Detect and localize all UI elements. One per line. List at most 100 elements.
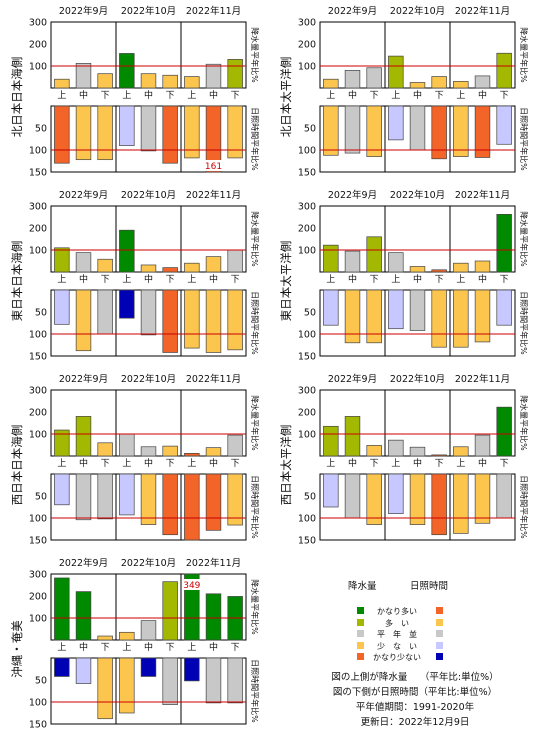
dekad-label: 下 [101,91,110,101]
sunshine-tick-label: 100 [298,514,316,525]
sunshine-bar [75,657,92,684]
dekad-label: 中 [478,89,487,101]
sunshine-bar [344,473,361,519]
legend-header-precip: 降水量 [348,581,377,592]
sunshine-bar [205,473,222,531]
month-label: 2022年11月 [455,189,510,201]
sunshine-tick-label: 150 [298,168,316,179]
precip-bar [162,581,178,641]
panel-0: 2022年9月 2022年10月 2022年11月 100 200 300 上 中 下 上 中 下 上 中… [10,5,260,179]
dekad-label: 上 [57,274,66,285]
precip-bar [431,76,447,89]
sunshine-bar [388,289,404,330]
sunshine-tick-label: 100 [298,146,316,157]
sunshine-bar [227,105,243,159]
value-label: 349 [183,581,200,591]
sunshine-bar [140,289,157,336]
sunshine-bar [388,105,404,141]
sunshine-tick-label: 150 [298,536,316,547]
precip-tick-label: 300 [29,18,47,29]
legend-label: かなり少ない [373,653,421,662]
sunshine-bar [227,289,243,351]
precip-bar [344,416,361,457]
sunshine-tick-label: 50 [304,308,316,319]
sunshine-bar [97,657,113,720]
dekad-label: 上 [187,642,196,653]
precip-tick-label: 200 [298,408,316,419]
precip-bar [323,425,339,457]
precip-bar [366,67,382,89]
precip-bar [54,577,70,641]
month-label: 2022年10月 [121,189,176,201]
month-label: 2022年10月 [390,373,445,385]
precip-bar [54,429,70,457]
sunshine-side-label: 日照時間平年比% [519,291,529,355]
precip-bar [205,593,222,641]
dekad-label: 中 [348,457,357,469]
dekad-label: 下 [166,275,175,285]
precip-tick-label: 300 [298,386,316,397]
sunshine-bar [323,473,339,508]
sunshine-bar [205,105,222,173]
month-label: 2022年9月 [328,373,377,385]
sunshine-bar [119,473,135,516]
legend-swatch-precip [357,641,364,649]
sunshine-side-label: 日照時間平年比% [519,475,529,539]
dekad-label: 中 [79,273,88,285]
precip-bar [388,439,404,457]
dekad-label: 中 [144,89,153,101]
sunshine-bar [54,473,70,506]
dekad-label: 下 [166,643,175,653]
dekad-label: 上 [326,90,335,101]
sunshine-bar [184,473,200,541]
sunshine-tick-label: 150 [29,168,47,179]
sunshine-bar [140,657,157,677]
dekad-label: 下 [435,91,444,101]
precip-tick-label: 300 [29,570,47,581]
dekad-label: 上 [122,642,131,653]
sunshine-bar [119,289,135,319]
region-title: 北日本太平洋側 [279,57,293,138]
sunshine-bar [323,289,339,326]
panel-3: 2022年9月 2022年10月 2022年11月 100 200 300 上 中 下 上 中 下 上 中… [279,189,529,363]
legend-swatch-precip [357,618,364,626]
sunshine-bar [184,289,200,349]
sunshine-bar [366,473,382,525]
sunshine-bar [75,105,92,161]
dekad-label: 下 [231,459,240,469]
precip-bar [184,76,200,89]
sunshine-bar [496,473,512,519]
precip-bar [162,74,178,89]
dekad-label: 上 [122,458,131,469]
month-label: 2022年11月 [186,5,241,17]
precip-bar [323,244,339,273]
legend-label: 少 な い [377,641,417,651]
sunshine-bar [496,289,512,326]
precip-bar [75,63,92,89]
legend-swatch-sunshine [436,641,443,649]
legend-swatch-sunshine [436,607,443,614]
precip-tick-label: 300 [298,202,316,213]
note-sunshine: 図の下側が日照時間（平年比:単位%） [332,687,498,698]
legend-label: かなり多い [377,607,417,616]
dekad-label: 上 [326,458,335,469]
panel-5: 2022年9月 2022年10月 2022年11月 100 200 300 上 中 下 上 中 下 上 中… [279,373,529,547]
sunshine-bar [474,473,491,524]
dekad-label: 中 [79,457,88,469]
sunshine-bar [97,473,113,520]
dekad-label: 中 [209,641,218,653]
sunshine-bar [162,289,178,353]
dekad-label: 上 [456,90,465,101]
month-label: 2022年9月 [59,557,108,569]
dekad-label: 上 [122,90,131,101]
precip-bar [409,82,426,89]
sunshine-bar [97,289,113,335]
precip-side-label: 降水量平年比% [519,27,529,83]
sunshine-bar [162,473,178,536]
sunshine-bar [388,473,404,514]
precip-bar [431,454,447,457]
sunshine-tick-label: 50 [304,492,316,503]
precip-bar [97,635,113,641]
note-precip: 図の上側が降水量 （平年比:単位%） [331,672,499,683]
dekad-label: 中 [79,641,88,653]
